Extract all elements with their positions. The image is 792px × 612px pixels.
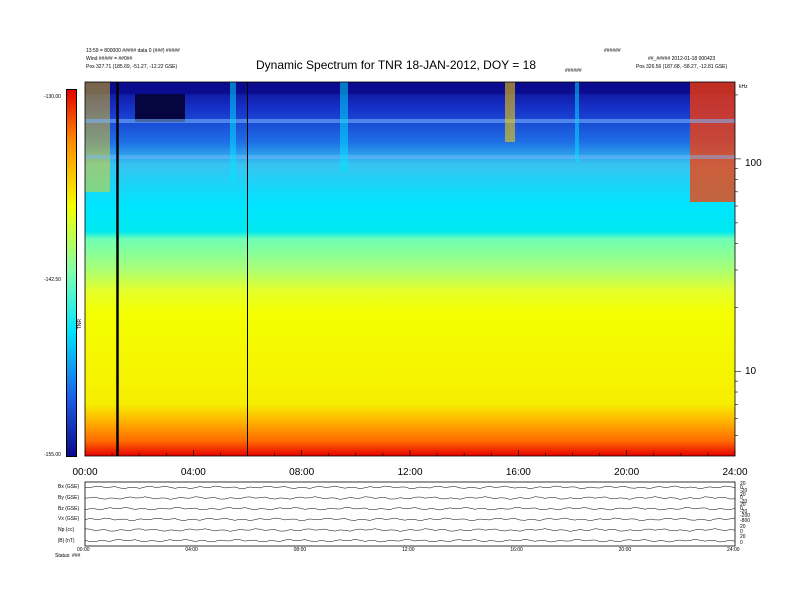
panel-x-tick-label: 00:00 <box>77 547 90 553</box>
x-tick-label: 16:00 <box>505 467 531 478</box>
chart-title: Dynamic Spectrum for TNR 18-JAN-2012, DO… <box>256 58 536 72</box>
burst-left <box>85 82 110 192</box>
top-band <box>85 82 735 94</box>
panel-x-tick-label: 08:00 <box>293 547 307 553</box>
intense-patch <box>135 94 185 122</box>
burst-right <box>690 82 735 202</box>
panel-right-tick: 20 <box>740 481 746 487</box>
right-tick-10: 10 <box>745 366 757 377</box>
panel-right-tick: 0 <box>740 529 743 535</box>
header-left-line3: Pos 327.71 (185.69, -51.27, -12.22 GSE) <box>86 64 178 70</box>
header-right-line3: Pos 326.56 (187.68, -58.27, -12.81 GSE) <box>636 64 728 70</box>
colorbar <box>66 89 77 457</box>
spectrogram-background <box>85 82 735 456</box>
panel-x-tick-label: 24:00 <box>727 547 740 553</box>
panel-right-tick: 20 <box>740 523 746 530</box>
header-left-line1: 13:59 = 800000 ##### data 0 (###) ##### <box>86 48 180 54</box>
x-tick-label: 20:00 <box>614 467 640 478</box>
panel-label: Bx (GSE) <box>58 484 80 491</box>
panel-right-tick: -20 <box>740 498 748 505</box>
panel-right-tick: 20 <box>740 502 746 509</box>
footer-label: Status: ### <box>55 553 81 559</box>
panel-right-tick: 20 <box>740 534 746 541</box>
colorbar-tick-bottom: -155.00 <box>44 452 61 458</box>
header-right-line2: ##_##### 2012-01-18 000423 <box>648 56 716 62</box>
panel-label: |B| (nT) <box>58 537 75 544</box>
header-mid-right: ###### <box>565 68 582 74</box>
panel-right-tick: -800 <box>740 518 751 525</box>
header-left-line2: Wind ##### = ##0## <box>86 56 133 62</box>
colorbar-tick-top: -130.00 <box>44 94 61 100</box>
x-tick-label: 00:00 <box>72 467 98 478</box>
x-tick-label: 24:00 <box>722 467 748 478</box>
panel-right-tick: 20 <box>740 491 746 498</box>
panel-right-tick: 0 <box>740 495 743 502</box>
trace-3 <box>84 517 736 521</box>
header-right-line1: ###### <box>604 48 621 54</box>
panel-label: Vx (GSE) <box>58 516 80 523</box>
panel-label: By (GSE) <box>58 495 80 501</box>
panel-right-tick: -20 <box>740 509 748 516</box>
panel-label: Np (cc) <box>58 527 75 533</box>
trace-0 <box>84 485 736 489</box>
trace-4 <box>84 528 736 532</box>
panel-right-tick: 0 <box>740 484 743 491</box>
panel-label: Bz (GSE) <box>58 505 80 512</box>
panel-right-tick: 0 <box>740 505 743 512</box>
panel-right-tick: 0 <box>740 539 743 546</box>
panel-right-tick: -20 <box>740 488 748 495</box>
right-tick-100: 100 <box>745 158 762 169</box>
right-axis-unit: kHz <box>739 84 748 90</box>
trace-1 <box>84 496 736 500</box>
x-tick-label: 04:00 <box>180 467 206 478</box>
trace-2 <box>84 507 736 511</box>
panel-x-tick-label: 04:00 <box>185 547 198 553</box>
panel-x-tick-label: 12:00 <box>402 547 415 553</box>
solar-wind-panel <box>84 481 736 547</box>
solar-wind-traces <box>84 485 736 543</box>
trace-5 <box>84 539 736 543</box>
panel-x-tick-label: 20:00 <box>618 547 632 553</box>
panel-right-tick: -200 <box>740 513 751 519</box>
x-tick-label: 08:00 <box>289 467 315 478</box>
colorbar-tick-mid: -142.50 <box>44 277 61 283</box>
panel-x-tick-label: 16:00 <box>510 547 523 553</box>
x-tick-label: 12:00 <box>397 467 423 478</box>
